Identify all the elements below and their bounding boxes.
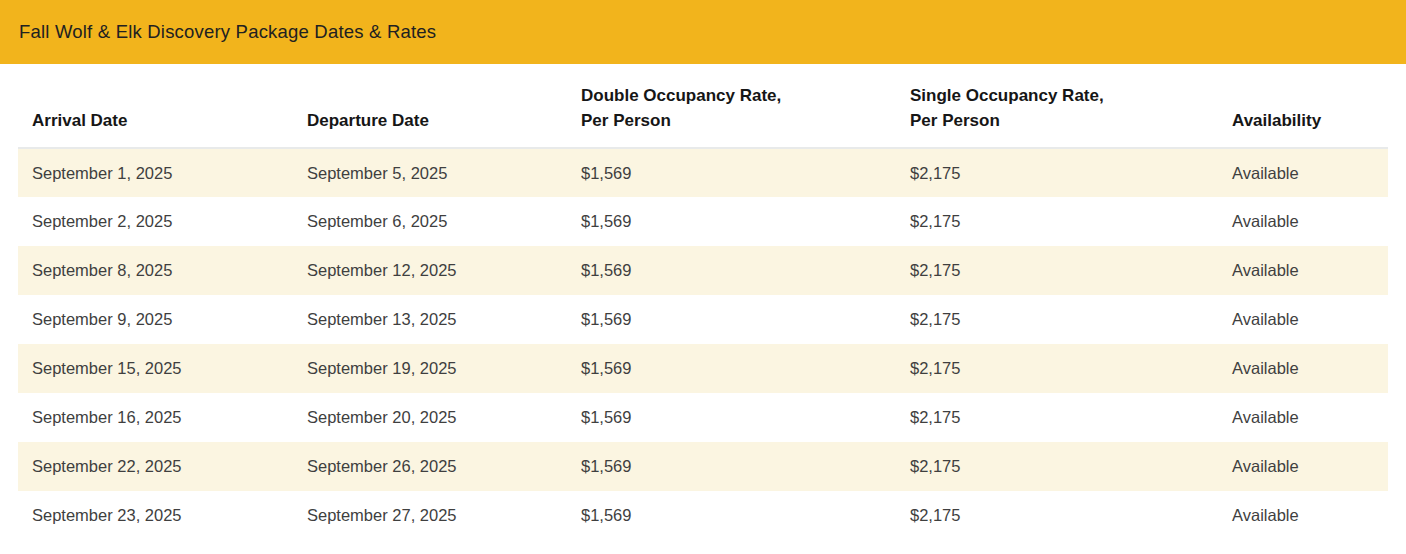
cell-departure-date: September 6, 2025 bbox=[293, 197, 567, 246]
cell-double-rate: $1,569 bbox=[567, 246, 896, 295]
cell-departure-date: September 13, 2025 bbox=[293, 295, 567, 344]
table-row: September 22, 2025 September 26, 2025 $1… bbox=[18, 442, 1388, 491]
cell-double-rate: $1,569 bbox=[567, 393, 896, 442]
cell-double-rate: $1,569 bbox=[567, 491, 896, 540]
cell-single-rate: $2,175 bbox=[896, 442, 1218, 491]
table-row: September 1, 2025 September 5, 2025 $1,5… bbox=[18, 148, 1388, 197]
table-row: September 16, 2025 September 20, 2025 $1… bbox=[18, 393, 1388, 442]
cell-single-rate: $2,175 bbox=[896, 491, 1218, 540]
column-header-double-occupancy-rate: Double Occupancy Rate, Per Person bbox=[567, 64, 896, 148]
cell-arrival-date: September 15, 2025 bbox=[18, 344, 293, 393]
column-header-label: Per Person bbox=[910, 108, 1212, 133]
cell-single-rate: $2,175 bbox=[896, 344, 1218, 393]
rates-table-container: Arrival Date Departure Date Double Occup… bbox=[18, 64, 1388, 540]
column-header-label: Per Person bbox=[581, 108, 890, 133]
cell-departure-date: September 5, 2025 bbox=[293, 148, 567, 197]
cell-single-rate: $2,175 bbox=[896, 295, 1218, 344]
table-row: September 8, 2025 September 12, 2025 $1,… bbox=[18, 246, 1388, 295]
cell-arrival-date: September 8, 2025 bbox=[18, 246, 293, 295]
cell-double-rate: $1,569 bbox=[567, 295, 896, 344]
cell-availability: Available bbox=[1218, 393, 1388, 442]
cell-double-rate: $1,569 bbox=[567, 197, 896, 246]
column-header-label: Departure Date bbox=[307, 108, 561, 133]
page-title: Fall Wolf & Elk Discovery Package Dates … bbox=[19, 21, 436, 43]
cell-departure-date: September 27, 2025 bbox=[293, 491, 567, 540]
cell-arrival-date: September 23, 2025 bbox=[18, 491, 293, 540]
column-header-label: Availability bbox=[1232, 108, 1382, 133]
package-title-banner: Fall Wolf & Elk Discovery Package Dates … bbox=[0, 0, 1406, 64]
cell-single-rate: $2,175 bbox=[896, 393, 1218, 442]
cell-double-rate: $1,569 bbox=[567, 442, 896, 491]
column-header-departure-date: Departure Date bbox=[293, 64, 567, 148]
table-row: September 15, 2025 September 19, 2025 $1… bbox=[18, 344, 1388, 393]
cell-availability: Available bbox=[1218, 197, 1388, 246]
cell-arrival-date: September 16, 2025 bbox=[18, 393, 293, 442]
column-header-availability: Availability bbox=[1218, 64, 1388, 148]
cell-departure-date: September 26, 2025 bbox=[293, 442, 567, 491]
table-header-row: Arrival Date Departure Date Double Occup… bbox=[18, 64, 1388, 148]
cell-arrival-date: September 1, 2025 bbox=[18, 148, 293, 197]
cell-arrival-date: September 9, 2025 bbox=[18, 295, 293, 344]
cell-availability: Available bbox=[1218, 295, 1388, 344]
column-header-label: Single Occupancy Rate, bbox=[910, 83, 1212, 108]
cell-double-rate: $1,569 bbox=[567, 148, 896, 197]
cell-departure-date: September 20, 2025 bbox=[293, 393, 567, 442]
cell-double-rate: $1,569 bbox=[567, 344, 896, 393]
cell-single-rate: $2,175 bbox=[896, 148, 1218, 197]
cell-availability: Available bbox=[1218, 442, 1388, 491]
cell-availability: Available bbox=[1218, 491, 1388, 540]
table-row: September 23, 2025 September 27, 2025 $1… bbox=[18, 491, 1388, 540]
table-row: September 2, 2025 September 6, 2025 $1,5… bbox=[18, 197, 1388, 246]
cell-arrival-date: September 2, 2025 bbox=[18, 197, 293, 246]
cell-departure-date: September 19, 2025 bbox=[293, 344, 567, 393]
cell-availability: Available bbox=[1218, 148, 1388, 197]
table-row: September 9, 2025 September 13, 2025 $1,… bbox=[18, 295, 1388, 344]
rates-table: Arrival Date Departure Date Double Occup… bbox=[18, 64, 1388, 540]
cell-availability: Available bbox=[1218, 344, 1388, 393]
cell-arrival-date: September 22, 2025 bbox=[18, 442, 293, 491]
column-header-single-occupancy-rate: Single Occupancy Rate, Per Person bbox=[896, 64, 1218, 148]
column-header-arrival-date: Arrival Date bbox=[18, 64, 293, 148]
cell-departure-date: September 12, 2025 bbox=[293, 246, 567, 295]
cell-single-rate: $2,175 bbox=[896, 197, 1218, 246]
column-header-label: Double Occupancy Rate, bbox=[581, 83, 890, 108]
column-header-label: Arrival Date bbox=[32, 108, 287, 133]
cell-single-rate: $2,175 bbox=[896, 246, 1218, 295]
cell-availability: Available bbox=[1218, 246, 1388, 295]
